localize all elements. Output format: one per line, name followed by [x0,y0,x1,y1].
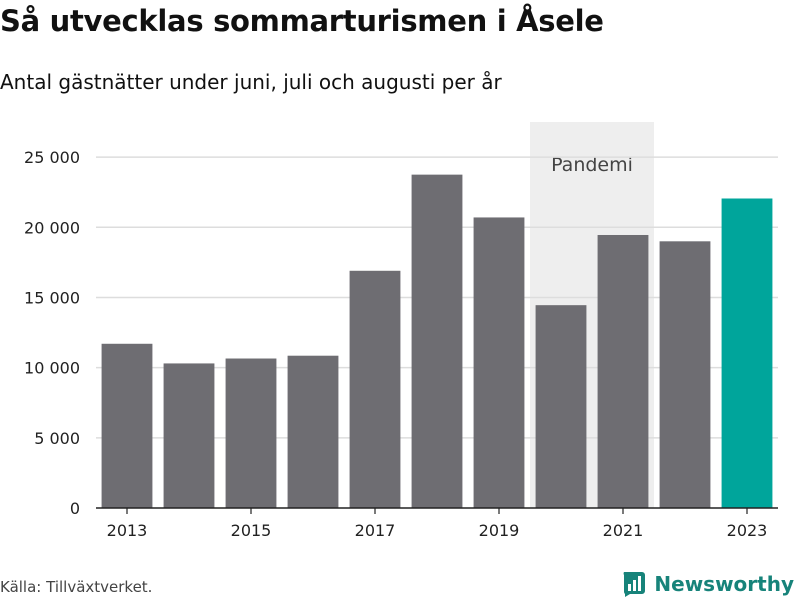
y-tick-label-0: 0 [70,499,80,518]
bar-2021 [597,234,649,508]
bar-2017 [349,270,401,508]
x-tick-label-2021: 2021 [603,521,644,540]
brand-name: Newsworthy [654,572,794,596]
bar-2013 [101,343,153,508]
chart-subtitle: Antal gästnätter under juni, juli och au… [0,70,502,94]
source-note: Källa: Tillväxtverket. [0,578,153,596]
bar-2018 [411,174,463,509]
x-tick-label-2017: 2017 [355,521,396,540]
y-tick-label-10000: 10 000 [24,359,80,378]
y-tick-label-5000: 5 000 [34,429,80,448]
bar-2023 [721,198,773,509]
y-tick-label-15000: 15 000 [24,288,80,307]
bar-2022 [659,241,711,509]
bar-2020 [535,305,587,508]
x-tick-label-2023: 2023 [727,521,768,540]
brand-logo: Newsworthy [622,568,794,600]
x-tick-label-2013: 2013 [107,521,148,540]
bar-2014 [163,363,215,508]
bar-2016 [287,355,339,508]
y-tick-label-20000: 20 000 [24,218,80,237]
y-tick-label-25000: 25 000 [24,148,80,167]
annotation-label-0: Pandemi [551,154,633,176]
x-tick-label-2015: 2015 [231,521,272,540]
bar-2015 [225,358,277,508]
bar-2019 [473,217,525,508]
chart-title: Så utvecklas sommarturismen i Åsele [0,4,604,38]
x-tick-label-2019: 2019 [479,521,520,540]
newsworthy-logo-icon [623,572,646,597]
